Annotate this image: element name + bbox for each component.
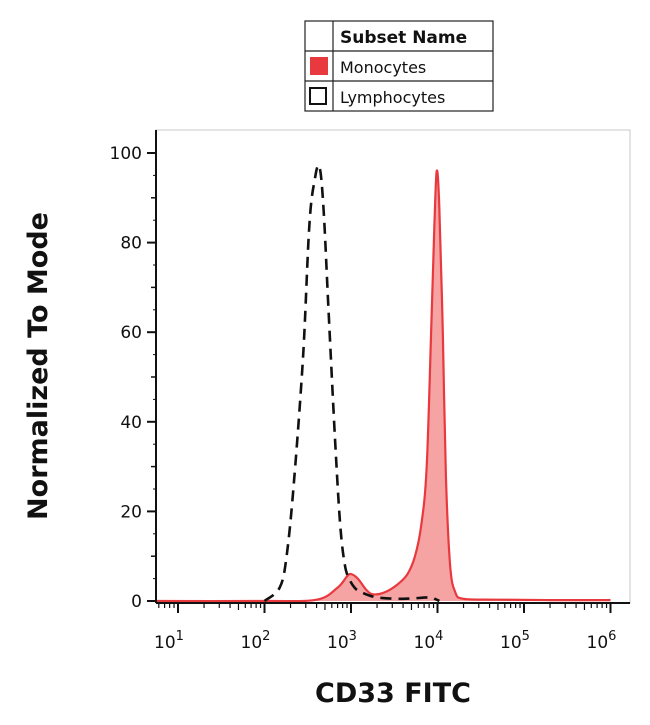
x-tick-label: 104 (414, 629, 444, 653)
plot-frame (155, 129, 631, 604)
x-ticks: 101 102 103 104 105 106 (154, 603, 616, 653)
series-line-lymphocytes (263, 163, 440, 603)
series-area-monocytes (156, 170, 611, 602)
x-tick-label: 101 (154, 629, 184, 653)
x-tick-label: 102 (241, 629, 271, 653)
series-line-monocytes (156, 169, 611, 603)
y-ticks: 0 20 40 60 80 100 (110, 144, 156, 612)
legend-swatch-monocytes (310, 57, 328, 75)
x-tick-label: 103 (327, 629, 357, 653)
legend-swatch-lymphocytes (309, 87, 327, 105)
y-tick-label: 40 (120, 413, 142, 433)
legend-frame (304, 20, 494, 112)
series-layer (156, 163, 611, 603)
y-tick-label: 100 (110, 144, 142, 164)
legend-title: Subset Name (340, 28, 467, 48)
x-axis-label: CD33 FITC (315, 678, 471, 709)
y-tick-label: 60 (120, 323, 142, 343)
x-tick-label: 105 (500, 629, 530, 653)
legend-label-lymphocytes: Lymphocytes (340, 88, 445, 107)
x-tick-label: 106 (587, 629, 617, 653)
y-tick-label: 0 (131, 592, 142, 612)
legend: Subset Name Monocytes Lymphocytes (304, 20, 494, 112)
y-axis-label: Normalized To Mode (23, 212, 54, 520)
y-tick-label: 20 (120, 502, 142, 522)
y-tick-label: 80 (120, 234, 142, 254)
legend-label-monocytes: Monocytes (340, 58, 426, 77)
